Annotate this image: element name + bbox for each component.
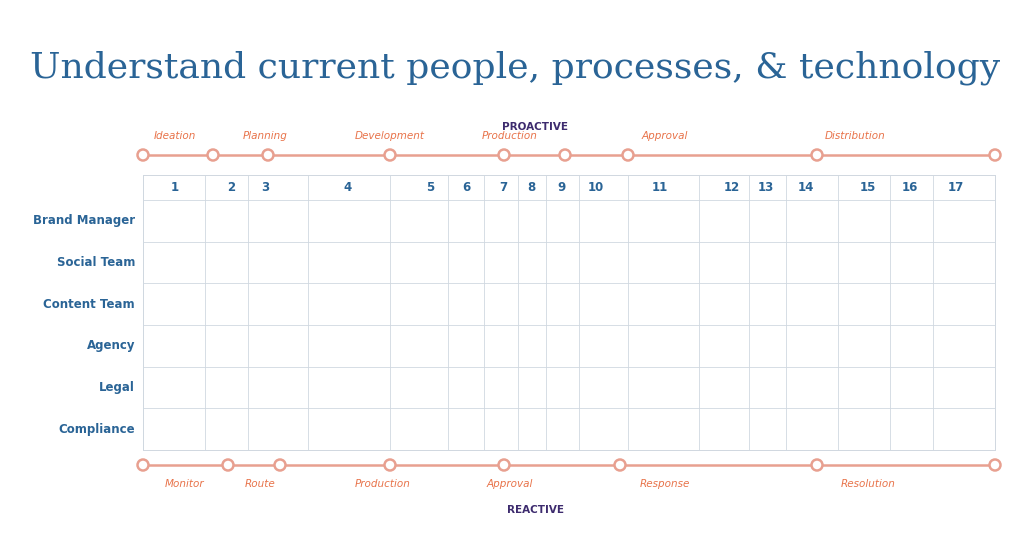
Text: Distribution: Distribution [824, 131, 886, 141]
Circle shape [614, 459, 626, 470]
Text: Resolution: Resolution [841, 479, 895, 489]
Text: 3: 3 [261, 181, 269, 194]
Circle shape [559, 150, 570, 161]
Text: Brand Manager: Brand Manager [33, 214, 135, 227]
Circle shape [989, 150, 1000, 161]
Text: 15: 15 [860, 181, 877, 194]
Text: 12: 12 [724, 181, 740, 194]
Circle shape [208, 150, 218, 161]
Circle shape [222, 459, 233, 470]
Text: Approval: Approval [642, 131, 688, 141]
Text: REACTIVE: REACTIVE [507, 505, 563, 515]
Text: 7: 7 [499, 181, 507, 194]
Circle shape [499, 150, 510, 161]
Text: PROACTIVE: PROACTIVE [502, 122, 568, 132]
Text: Planning: Planning [243, 131, 288, 141]
Circle shape [137, 459, 148, 470]
Circle shape [623, 150, 634, 161]
Text: Production: Production [355, 479, 411, 489]
Text: Understand current people, processes, & technology: Understand current people, processes, & … [30, 51, 1000, 85]
Text: 13: 13 [758, 181, 774, 194]
Text: Ideation: Ideation [154, 131, 197, 141]
Text: 1: 1 [171, 181, 179, 194]
Circle shape [811, 150, 822, 161]
Circle shape [274, 459, 286, 470]
Text: Route: Route [245, 479, 275, 489]
Text: 6: 6 [462, 181, 470, 194]
Text: Social Team: Social Team [56, 256, 135, 269]
Text: Agency: Agency [86, 339, 135, 353]
Circle shape [384, 459, 395, 470]
Text: Content Team: Content Team [43, 297, 135, 311]
Text: 11: 11 [652, 181, 668, 194]
Text: 10: 10 [588, 181, 604, 194]
Circle shape [811, 459, 822, 470]
Circle shape [384, 150, 395, 161]
Text: 8: 8 [527, 181, 536, 194]
Text: 2: 2 [227, 181, 236, 194]
Text: Legal: Legal [99, 381, 135, 394]
Circle shape [262, 150, 273, 161]
Text: Compliance: Compliance [58, 423, 135, 436]
Circle shape [989, 459, 1000, 470]
Text: 14: 14 [798, 181, 814, 194]
Text: 5: 5 [426, 181, 434, 194]
Text: Monitor: Monitor [165, 479, 205, 489]
Text: Approval: Approval [486, 479, 534, 489]
Text: 9: 9 [557, 181, 565, 194]
Text: Production: Production [482, 131, 538, 141]
Circle shape [499, 459, 510, 470]
Text: 16: 16 [902, 181, 919, 194]
Text: 4: 4 [344, 181, 352, 194]
Circle shape [137, 150, 148, 161]
Bar [143, 175, 995, 450]
Text: 17: 17 [948, 181, 965, 194]
Text: Development: Development [355, 131, 425, 141]
Text: Response: Response [640, 479, 690, 489]
